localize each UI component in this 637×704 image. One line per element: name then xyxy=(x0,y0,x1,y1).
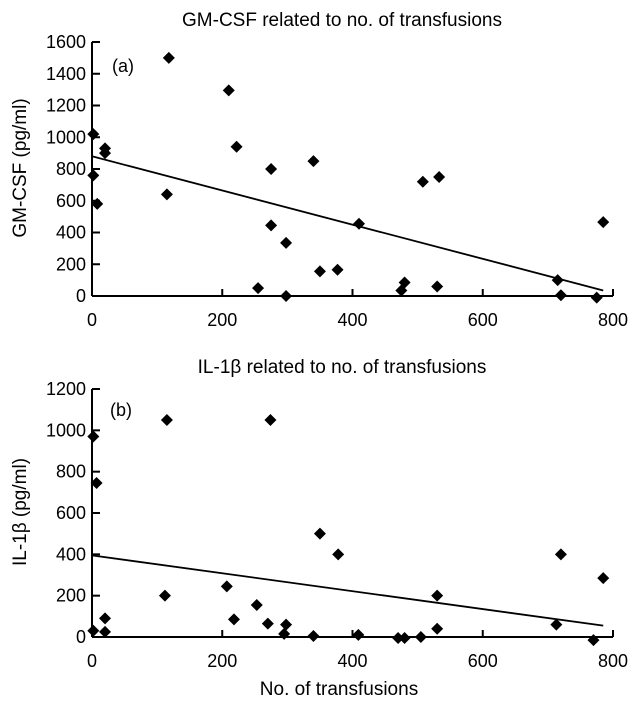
panel-a-gm-csf: GM-CSF related to no. of transfusions (a… xyxy=(10,10,628,330)
panel-b-data-point xyxy=(332,548,345,561)
panel-a-data-point xyxy=(230,140,243,153)
panel-b-data-point xyxy=(99,612,112,625)
panel-b-regression-line xyxy=(91,554,604,627)
panel-b-x-tick-label: 400 xyxy=(337,651,367,671)
panel-b-y-tick-label: 600 xyxy=(56,503,86,523)
panel-a-data-point xyxy=(265,219,278,232)
panel-a-data-point xyxy=(398,276,411,289)
panel-b-label: (b) xyxy=(110,400,132,420)
panel-b-x-tick-label: 0 xyxy=(87,651,97,671)
panel-b-x-ticks: 0 200 400 600 800 xyxy=(87,630,628,671)
panel-a-data-point xyxy=(91,197,104,210)
panel-b-data-point xyxy=(220,580,233,593)
panel-b-data-point xyxy=(280,618,293,631)
panel-a-data-point xyxy=(87,128,100,141)
panel-b-data-point xyxy=(158,589,171,602)
panel-a-x-tick-label: 200 xyxy=(207,310,237,330)
panel-b-data-point xyxy=(431,622,444,635)
panel-b-data-point xyxy=(87,430,100,443)
panel-a-y-tick-label: 600 xyxy=(56,191,86,211)
panel-a-y-tick-label: 0 xyxy=(76,286,86,306)
panel-b-data-point xyxy=(261,617,274,630)
panel-a-y-tick-label: 1400 xyxy=(46,64,86,84)
panel-b-data-point xyxy=(227,613,240,626)
panel-b-y-tick-label: 1000 xyxy=(46,420,86,440)
panel-b-data-point xyxy=(264,414,277,426)
panel-a-y-tick-label: 800 xyxy=(56,159,86,179)
panel-b-data-point xyxy=(90,477,103,490)
panel-b-data-point xyxy=(87,624,100,637)
panel-a-data-point xyxy=(597,216,610,229)
panel-b-data-point xyxy=(398,632,411,645)
panel-a-x-tick-label: 600 xyxy=(468,310,498,330)
panel-a-data-point xyxy=(331,263,344,276)
panel-a-data-point xyxy=(99,147,112,160)
panel-a-x-tick-label: 800 xyxy=(598,310,628,330)
panel-b-y-tick-label: 800 xyxy=(56,462,86,482)
panel-a-data-point xyxy=(313,265,326,278)
panel-b-data-point xyxy=(250,598,263,611)
panel-b-data-point xyxy=(587,634,600,647)
panel-a-data-point xyxy=(551,274,564,287)
panel-b-data-point xyxy=(160,414,173,426)
panel-a-marks xyxy=(87,51,610,304)
panel-b-il-1b: IL-1β related to no. of transfusions (b)… xyxy=(10,357,628,700)
panel-a-y-tick-label: 400 xyxy=(56,223,86,243)
panel-b-data-point xyxy=(392,632,405,645)
panel-b-data-point xyxy=(597,572,610,585)
panel-b-title: IL-1β related to no. of transfusions xyxy=(198,357,487,378)
panel-b-data-point xyxy=(431,589,444,602)
panel-a-data-point xyxy=(252,282,265,295)
panel-b-data-point xyxy=(313,527,326,540)
panel-b-y-tick-label: 1200 xyxy=(46,379,86,399)
panel-b-data-point xyxy=(554,548,567,561)
panel-b-x-axis-label: No. of transfusions xyxy=(260,679,418,700)
panel-b-data-point xyxy=(99,625,112,638)
panel-b-marks xyxy=(87,414,610,647)
panel-a-label: (a) xyxy=(112,56,134,76)
panel-a-data-point xyxy=(431,280,444,293)
panel-b-y-tick-label: 400 xyxy=(56,544,86,564)
panel-b-data-point xyxy=(550,618,563,631)
panel-a-y-tick-label: 1200 xyxy=(46,96,86,116)
panel-a-data-point xyxy=(590,291,603,304)
panel-a-data-point xyxy=(416,175,429,188)
panel-b-data-point xyxy=(307,629,320,642)
panel-a-data-point xyxy=(162,51,175,64)
panel-a-y-tick-label: 1600 xyxy=(46,32,86,52)
panel-a-data-point xyxy=(280,236,293,249)
panel-a-data-point xyxy=(222,84,235,97)
panel-b-data-point xyxy=(278,627,291,640)
panel-a-title: GM-CSF related to no. of transfusions xyxy=(182,10,502,31)
panel-b-x-tick-label: 200 xyxy=(207,651,237,671)
panel-a-y-tick-label: 200 xyxy=(56,254,86,274)
panel-a-data-point xyxy=(87,169,100,182)
panel-b-y-tick-label: 200 xyxy=(56,586,86,606)
panel-b-y-ticks: 0 200 400 600 800 1000 1200 xyxy=(46,379,100,647)
panel-a-regression-line xyxy=(91,155,604,292)
panel-a-data-point xyxy=(160,188,173,201)
panel-b-x-tick-label: 600 xyxy=(468,651,498,671)
panel-a-x-tick-label: 0 xyxy=(87,310,97,330)
panel-a-data-point xyxy=(265,163,278,175)
panel-a-data-point xyxy=(433,170,446,183)
panel-b-data-point xyxy=(352,628,365,641)
panel-a-y-axis-label: GM-CSF (pg/ml) xyxy=(10,98,31,237)
panel-a-x-tick-label: 400 xyxy=(337,310,367,330)
panel-a-y-tick-label: 1000 xyxy=(46,127,86,147)
panel-b-y-tick-label: 0 xyxy=(76,627,86,647)
panel-a-data-point xyxy=(353,217,366,230)
panel-b-y-axis-label: IL-1β (pg/ml) xyxy=(10,458,31,566)
panel-a-data-point xyxy=(307,155,320,168)
panel-b-x-tick-label: 800 xyxy=(598,651,628,671)
